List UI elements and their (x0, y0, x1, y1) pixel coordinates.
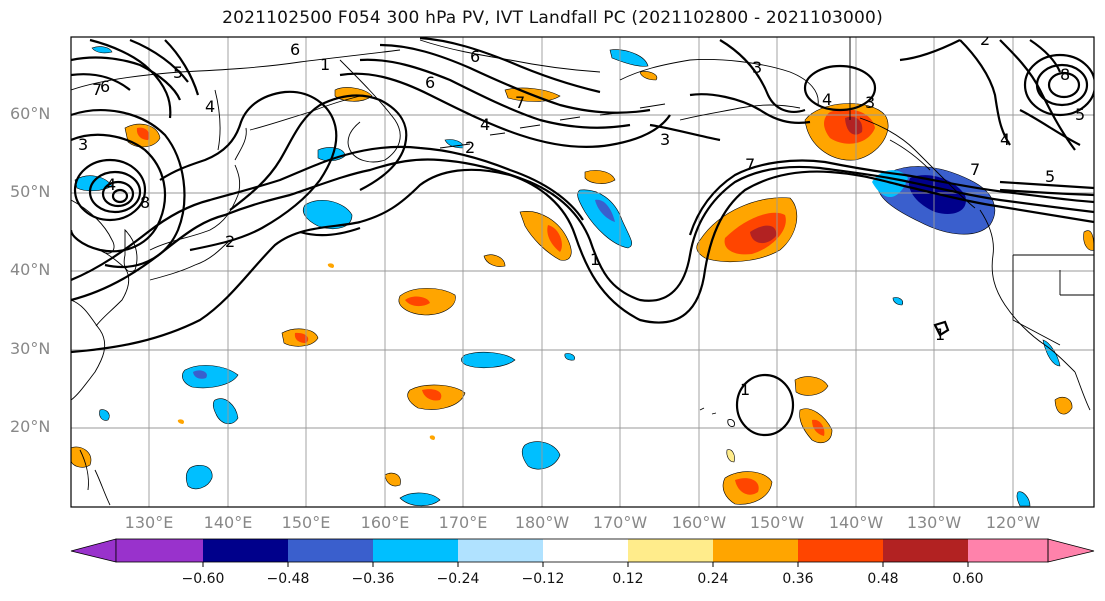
lon-label: 170°W (592, 513, 648, 532)
lon-label: 160°W (671, 513, 727, 532)
contour-label: 1 (320, 55, 330, 74)
lon-label: 170°E (438, 513, 488, 532)
colorbar-tick-label: −0.12 (521, 571, 565, 587)
contour-label: 1 (935, 325, 945, 344)
contour-label: 4 (822, 90, 832, 109)
colorbar-segment (883, 539, 968, 562)
contour-label: 8 (140, 193, 150, 212)
contour-label: 2 (980, 30, 990, 49)
contour-label: 6 (425, 73, 435, 92)
colorbar-segment (288, 539, 373, 562)
map-title: 2021102500 F054 300 hPa PV, IVT Landfall… (222, 8, 883, 28)
contour-label: 7 (970, 160, 980, 179)
contour-label: 1 (590, 250, 600, 269)
contour-label: 5 (173, 63, 183, 82)
contour-label: 4 (480, 115, 490, 134)
colorbar-tick-label: 0.60 (952, 571, 984, 587)
colorbar-segment (628, 539, 713, 562)
colorbar-segment (713, 539, 798, 562)
contour-labels: 7 6 5 3 4 8 4 2 6 1 6 6 7 4 3 1 7 4 3 3 … (78, 30, 1085, 399)
lon-label: 130°E (124, 513, 174, 532)
contour-label: 8 (1060, 65, 1070, 84)
colorbar-segment (968, 539, 1048, 562)
colorbar-segment (203, 539, 288, 562)
colorbar-tick-label: 0.12 (612, 571, 644, 587)
lat-label: 30°N (10, 339, 51, 358)
contour-line (71, 168, 1094, 354)
map-background (71, 37, 1094, 507)
lat-label: 60°N (10, 104, 51, 123)
lon-label: 140°E (203, 513, 253, 532)
lat-label: 20°N (10, 417, 51, 436)
colorbar-segment (116, 539, 203, 562)
contour-label: 4 (1000, 130, 1010, 149)
lon-label: 140°W (828, 513, 884, 532)
colorbar-segment (798, 539, 883, 562)
contour-label: 4 (106, 175, 116, 194)
lat-label: 50°N (10, 182, 51, 201)
contour-label: 1 (740, 380, 750, 399)
colorbar-extend-low (70, 538, 117, 563)
contour-label: 2 (465, 138, 475, 157)
contour-label: 3 (752, 58, 762, 77)
pv-contours (71, 37, 1094, 437)
contour-label: 6 (470, 47, 480, 66)
lon-label: 180°W (514, 513, 570, 532)
colorbar-tick-label: −0.24 (436, 571, 480, 587)
colorbar-segment (458, 539, 543, 562)
contour-label: 6 (100, 77, 110, 96)
contour-label: 5 (1045, 167, 1055, 186)
colorbar-tick-label: −0.60 (181, 571, 225, 587)
anomaly-shading (71, 46, 1094, 507)
contour-label: 2 (225, 232, 235, 251)
lon-label: 150°W (749, 513, 805, 532)
contour-label: 6 (290, 40, 300, 59)
colorbar-tick-label: 0.36 (782, 571, 814, 587)
lon-label: 130°W (906, 513, 962, 532)
colorbar-segment (543, 539, 628, 562)
colorbar-tick-label: −0.48 (266, 571, 310, 587)
colorbar (70, 538, 1095, 567)
contour-label: 7 (92, 80, 102, 99)
contour-label: 7 (515, 93, 525, 112)
contour-label: 3 (865, 93, 875, 112)
contour-label: 3 (78, 135, 88, 154)
contour-label: 7 (745, 155, 755, 174)
colorbar-tick-label: 0.24 (697, 571, 729, 587)
contour-label: 5 (1075, 105, 1085, 124)
colorbar-extend-high (1047, 538, 1095, 563)
lon-label: 150°E (281, 513, 331, 532)
contour-label: 4 (205, 97, 215, 116)
lat-label: 40°N (10, 260, 51, 279)
contour-label: 3 (660, 130, 670, 149)
lon-label: 160°E (360, 513, 410, 532)
gridlines (71, 37, 1094, 507)
lon-label: 120°W (985, 513, 1041, 532)
colorbar-segment (373, 539, 458, 562)
colorbar-tick-label: −0.36 (351, 571, 395, 587)
map-frame (70, 36, 1095, 508)
colorbar-tick-label: 0.48 (867, 571, 899, 587)
